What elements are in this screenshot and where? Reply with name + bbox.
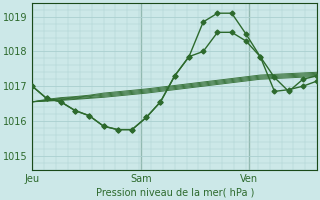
X-axis label: Pression niveau de la mer( hPa ): Pression niveau de la mer( hPa ) [96, 187, 254, 197]
